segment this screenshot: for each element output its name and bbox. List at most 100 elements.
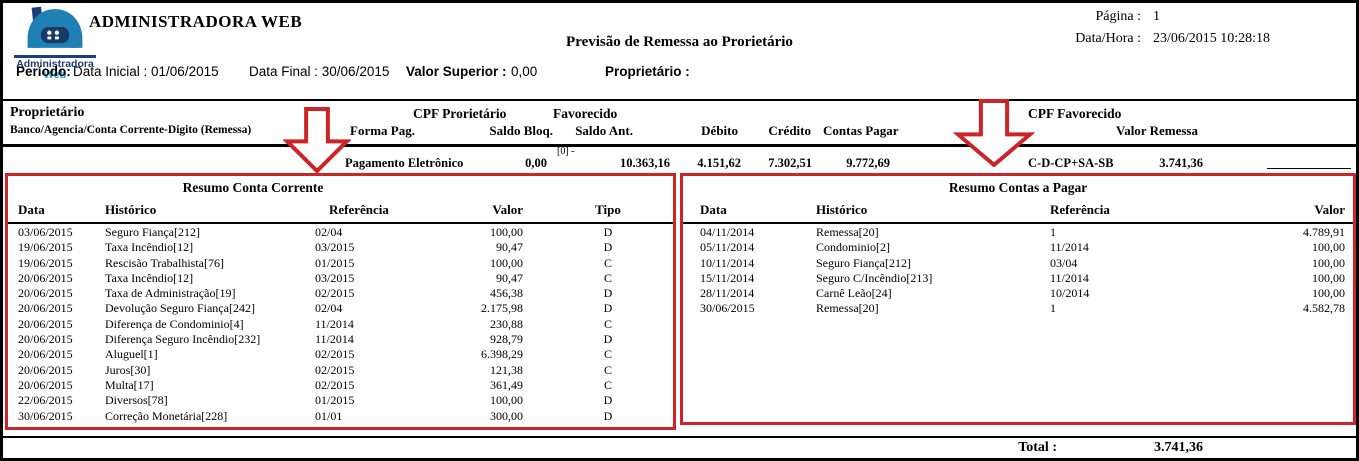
cell: Diversos[78]	[105, 393, 168, 408]
table-row: 30/06/2015 Correção Monetária[228] 01/01 30…	[8, 409, 673, 424]
cell: 20/06/2015	[18, 270, 73, 285]
table-row: 05/11/2014 Condominio[2] 11/2014 100,00	[683, 240, 1353, 255]
column-header: Referência	[329, 202, 389, 217]
cell: 1	[1050, 225, 1056, 239]
cell: Seguro C/Incêndio[213]	[816, 270, 933, 285]
cell: D	[603, 393, 613, 408]
cell: 03/06/2015	[18, 225, 73, 239]
conta-corrente-rows: 03/06/2015 Seguro Fiança[212] 02/04 100,00 D…	[8, 225, 673, 424]
table-row: 15/11/2014 Seguro C/Incêndio[213] 11/2014 1…	[683, 271, 1353, 286]
column-header: Data	[700, 202, 727, 217]
cell: Aluguel[1]	[105, 347, 158, 362]
column-header: Tipo	[595, 202, 621, 217]
cell: 30/06/2015	[700, 301, 755, 316]
house-icon	[27, 6, 83, 48]
col-favorecido: Favorecido	[553, 106, 618, 121]
table-row: 20/06/2015 Diferença de Condominio[4] 11/2…	[8, 317, 673, 332]
table-row: 19/06/2015 Taxa Incêndio[12] 03/2015 90,47 D	[8, 240, 673, 255]
logo-underline	[14, 55, 96, 58]
saldo-ant-value: 10.363,16	[620, 156, 670, 170]
periodo-label: Período:	[16, 64, 71, 79]
cell: 11/2014	[1050, 240, 1089, 255]
cell: 22/06/2015	[18, 393, 73, 408]
cell: 230,88	[490, 316, 523, 331]
resumo-conta-corrente-box: Resumo Conta Corrente Data Histórico Ref…	[5, 173, 676, 430]
cell: 11/2014	[315, 316, 354, 331]
col-debito: Débito	[701, 123, 738, 138]
conta-corrente-title: Resumo Conta Corrente	[182, 180, 324, 195]
cell: C	[603, 362, 612, 377]
saldo-bloq-value: 0,00	[525, 156, 547, 170]
logo: Administradora Web	[14, 6, 96, 81]
debito-value: 4.151,62	[697, 156, 741, 170]
column-header: Histórico	[105, 202, 157, 217]
table-row: 20/06/2015 Taxa Incêndio[12] 03/2015 90,47 C	[8, 271, 673, 286]
cell: C	[603, 316, 612, 331]
cell: 1	[1050, 301, 1056, 316]
down-arrow-icon	[953, 99, 1035, 167]
cell: 05/11/2014	[700, 240, 755, 255]
logo-text-2: Web	[43, 68, 67, 81]
cell: Remessa[20]	[816, 225, 879, 239]
cell: Rescisão Trabalhista[76]	[105, 255, 224, 270]
cell: 03/04	[1050, 255, 1078, 270]
table-row: 20/06/2015 Diferença Seguro Incêndio[232]…	[8, 332, 673, 347]
table-row: 22/06/2015 Diversos[78] 01/2015 100,00 D	[8, 393, 673, 408]
column-header: Histórico	[816, 202, 868, 217]
datetime-value: 23/06/2015 10:28:18	[1153, 31, 1271, 46]
cell: 100,00	[1312, 286, 1345, 301]
cell: 90,47	[496, 270, 523, 285]
column-header: Data	[18, 202, 45, 217]
cell: C	[603, 377, 612, 392]
cell: 10/2014	[1050, 286, 1090, 301]
credito-value: 7.302,51	[768, 156, 812, 170]
column-header: Valor	[492, 202, 523, 217]
cell: 4.789,91	[1303, 225, 1345, 239]
saldo-ant-note: [0] -	[557, 146, 575, 157]
cell: 100,00	[1312, 270, 1345, 285]
page-label: Página :	[1095, 9, 1142, 24]
table-row: 19/06/2015 Rescisão Trabalhista[76] 01/201…	[8, 256, 673, 271]
cell: Carnê Leão[24]	[816, 286, 892, 301]
cell: 4.582,78	[1303, 301, 1345, 316]
forma-pag-value: Pagamento Eletrônico	[345, 156, 464, 170]
cell: 19/06/2015	[18, 240, 73, 255]
col-proprietario: Proprietário	[10, 105, 85, 120]
col-cpf-favorecido: CPF Favorecido	[1028, 106, 1122, 121]
cell: Taxa Incêndio[12]	[105, 270, 194, 285]
cell: 01/01	[315, 408, 343, 423]
cell: 02/2015	[315, 286, 355, 301]
page-value: 1	[1153, 9, 1160, 24]
valor-superior-value: 0,00	[511, 64, 538, 79]
cell: Seguro Fiança[212]	[816, 255, 911, 270]
down-arrow-icon	[283, 107, 351, 173]
contas-pagar-value: 9.772,69	[846, 156, 890, 170]
table-row: 20/06/2015 Aluguel[1] 02/2015 6.398,29 C	[8, 347, 673, 362]
table-row: 10/11/2014 Seguro Fiança[212] 03/04 100,00	[683, 256, 1353, 271]
col-credito: Crédito	[768, 123, 811, 138]
table-row: 20/06/2015 Juros[30] 02/2015 121,38 C	[8, 363, 673, 378]
cell: 30/06/2015	[18, 408, 73, 423]
cell: C	[603, 347, 612, 362]
table-row: 03/06/2015 Seguro Fiança[212] 02/04 100,00 D	[8, 225, 673, 240]
cell: Diferença Seguro Incêndio[232]	[105, 332, 261, 347]
col-banco: Banco/Agencia/Conta Corrente-Digito (Rem…	[10, 124, 252, 136]
cell: 03/2015	[315, 240, 355, 255]
table-row: 20/06/2015 Devolução Seguro Fiança[242] 02…	[8, 301, 673, 316]
cell: 01/2015	[315, 255, 355, 270]
cell: 02/2015	[315, 362, 355, 377]
data-inicial: Data Inicial : 01/06/2015	[73, 64, 219, 79]
cell: 04/11/2014	[700, 225, 755, 239]
cell: 03/2015	[315, 270, 355, 285]
cell: 20/06/2015	[18, 332, 73, 347]
cell: D	[603, 240, 613, 255]
cell: 15/11/2014	[700, 270, 755, 285]
col-contas-pagar: Contas Pagar	[823, 123, 899, 138]
table-row: 20/06/2015 Multa[17] 02/2015 361,49 C	[8, 378, 673, 393]
col-forma-pag: Forma Pag.	[350, 123, 415, 138]
company-title: ADMINISTRADORA WEB	[89, 12, 303, 31]
signature-line	[1267, 167, 1351, 169]
cell: Seguro Fiança[212]	[105, 225, 200, 239]
cell: 20/06/2015	[18, 362, 73, 377]
cell: 100,00	[490, 393, 523, 408]
